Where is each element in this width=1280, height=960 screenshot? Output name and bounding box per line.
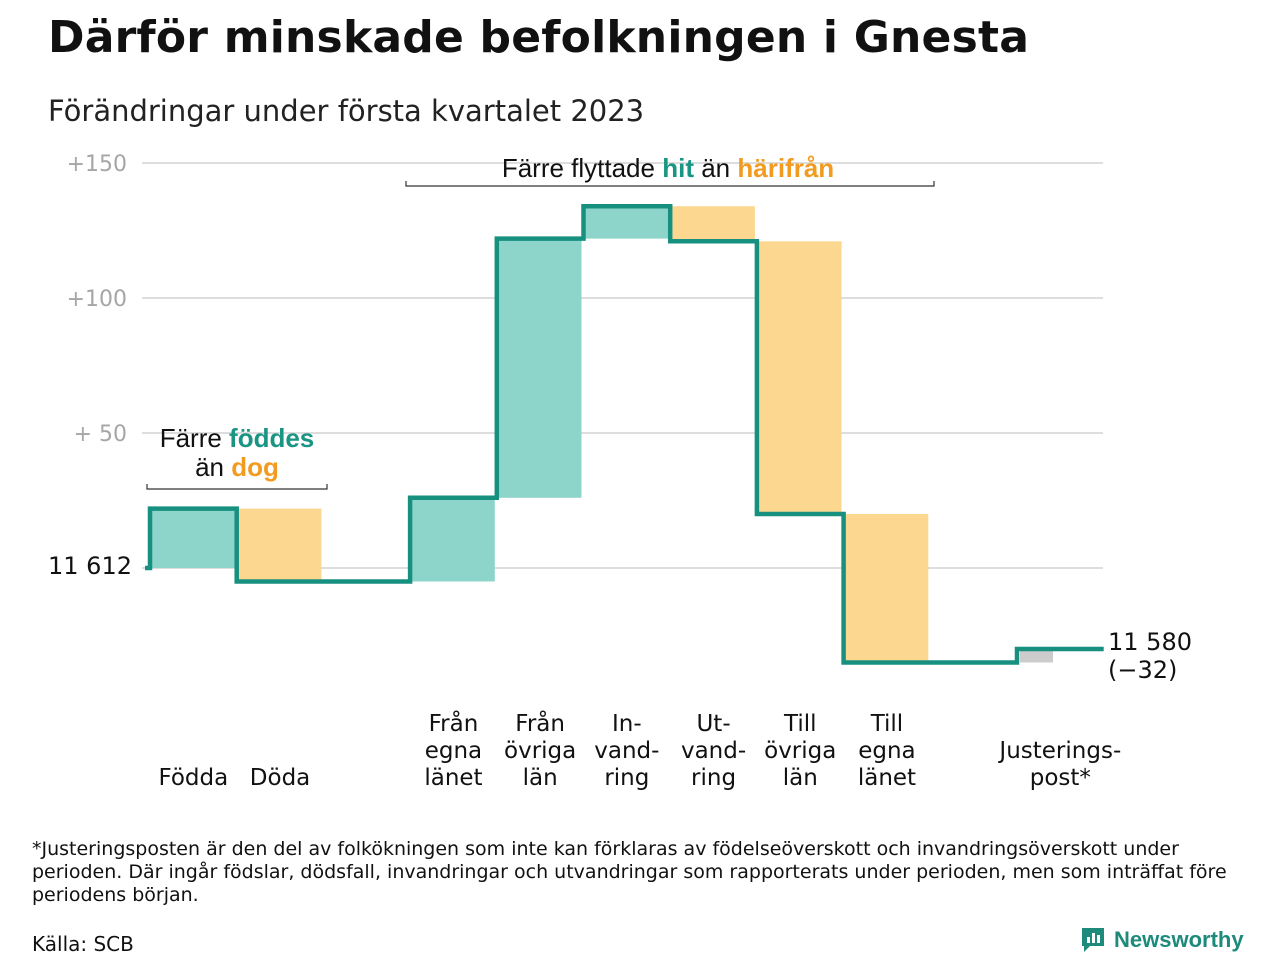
end-value-label: 11 580: [1108, 628, 1192, 656]
born-bracket-prefix2: än: [195, 452, 231, 482]
y-tick-label: +100: [67, 287, 127, 312]
category-label: Döda: [250, 765, 310, 791]
category-label: egna: [425, 738, 482, 764]
category-label: övriga: [504, 738, 576, 764]
born-bracket-highlight2: dog: [231, 452, 279, 482]
category-label: länet: [858, 765, 916, 791]
category-label: län: [783, 765, 818, 791]
bar-Födda: [152, 508, 235, 568]
bar-Tillegnalänet: [845, 514, 929, 663]
category-label: ring: [691, 765, 736, 791]
category-label: post*: [1030, 765, 1091, 791]
running-total-line: [145, 203, 1104, 665]
bar-Döda: [238, 508, 322, 582]
moved-bracket-text: Färre flyttade hit än härifrån: [502, 153, 834, 183]
born-died-bracket: Färre föddes än dog: [146, 423, 328, 490]
category-label: Till: [870, 711, 904, 737]
category-label: egna: [858, 738, 915, 764]
y-tick-label: +150: [67, 152, 127, 177]
category-label: vand-: [681, 738, 746, 764]
bar-In-vand-ring: [585, 206, 669, 239]
category-label: ring: [604, 765, 649, 791]
category-labels: Födda DödaFrånegnalänetFrånövrigalänIn-va…: [158, 709, 1121, 791]
category-label: Justerings-: [997, 738, 1121, 764]
bar-Tillövrigalän: [758, 241, 842, 515]
born-bracket-prefix: Färre: [160, 423, 229, 453]
start-value-label: 11 612: [48, 552, 132, 580]
category-label: Till: [783, 711, 817, 737]
category-label: In-: [612, 711, 642, 737]
brand-name: Newsworthy: [1114, 927, 1244, 952]
category-label: länet: [424, 765, 482, 791]
moved-bracket-harifran: härifrån: [737, 153, 834, 183]
running-total-path: [145, 203, 1104, 665]
moved-bracket: Färre flyttade hit än härifrån: [405, 153, 935, 187]
footnote: *Justeringsposten är den del av folkökni…: [32, 838, 1227, 906]
category-label: Från: [429, 709, 479, 737]
category-label: vand-: [594, 738, 659, 764]
chart-subtitle: Förändringar under första kvartalet 2023: [48, 94, 645, 128]
end-change-label: (−32): [1108, 656, 1177, 684]
y-tick-label: + 50: [74, 422, 127, 447]
category-label: övriga: [764, 738, 836, 764]
born-bracket-highlight: föddes: [229, 423, 314, 453]
bar-Frånövrigalän: [498, 238, 582, 498]
newsworthy-logo-icon: [1082, 928, 1104, 952]
moved-bracket-prefix: Färre flyttade: [502, 153, 662, 183]
bar-Ut-vand-ring: [672, 206, 755, 242]
moved-bracket-middle: än: [694, 153, 737, 183]
category-label: Ut-: [696, 711, 730, 737]
bars: [152, 206, 1053, 663]
bar-Justerings-post*: [1020, 649, 1053, 663]
category-label: Födda: [158, 765, 228, 791]
category-label: Från: [515, 709, 565, 737]
born-bracket-line2: än dog: [195, 452, 279, 482]
waterfall-chart: +150+100+ 50 Födda DödaFrånegnalänetFrånö…: [48, 152, 1192, 791]
chart-title: Därför minskade befolkningen i Gnesta: [48, 12, 1030, 63]
category-label: län: [523, 765, 558, 791]
bar-Frånegnalänet: [412, 497, 495, 582]
newsworthy-logo: Newsworthy: [1080, 926, 1244, 954]
moved-bracket-hit: hit: [662, 153, 694, 183]
source-label: Källa: SCB: [32, 932, 134, 956]
born-bracket-line1: Färre föddes: [160, 423, 315, 453]
